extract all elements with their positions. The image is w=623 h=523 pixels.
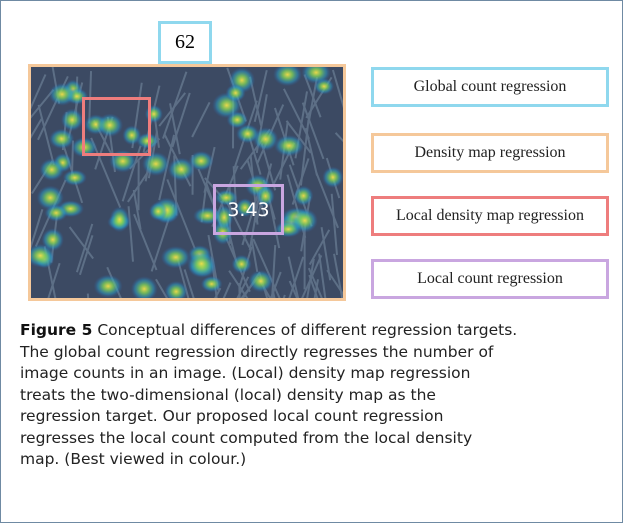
- leaf: [287, 256, 300, 301]
- leaf: [250, 237, 259, 273]
- density-blob: [273, 64, 302, 87]
- leaf: [260, 143, 277, 191]
- caption-line: regresses the local count computed from …: [20, 428, 473, 447]
- leaf: [308, 274, 320, 301]
- leaf: [301, 102, 325, 160]
- leaf: [78, 235, 94, 276]
- leaf: [307, 267, 325, 301]
- leaf: [221, 282, 232, 301]
- legend-global: Global count regression: [371, 67, 609, 107]
- leaf: [155, 278, 170, 301]
- leaf: [166, 179, 196, 249]
- leaf: [285, 120, 312, 154]
- leaf: [28, 74, 47, 117]
- density-blob: [39, 158, 65, 181]
- legend-density: Density map regression: [371, 133, 609, 173]
- caption-line: map. (Best viewed in colour.): [20, 450, 247, 468]
- leaf: [158, 92, 187, 127]
- caption: Figure 5 Conceptual differences of diffe…: [20, 320, 517, 471]
- leaf: [331, 69, 346, 119]
- leaf: [326, 269, 346, 301]
- density-blob: [109, 206, 130, 233]
- density-blob: [49, 128, 75, 149]
- legend-local-density: Local density map regression: [371, 196, 609, 236]
- caption-line: regression target. Our proposed local co…: [20, 407, 444, 425]
- density-blob: [48, 82, 76, 106]
- density-blob: [293, 185, 314, 206]
- leaf: [308, 229, 331, 266]
- density-blob: [164, 280, 188, 301]
- density-blob: [188, 150, 214, 171]
- density-blob: [93, 274, 123, 298]
- leaf: [75, 223, 94, 273]
- leaf: [169, 103, 181, 155]
- legend-local-count: Local count regression: [371, 259, 609, 299]
- local-count-box: 3.43: [213, 184, 284, 235]
- leaf: [37, 104, 55, 166]
- density-blob: [291, 208, 318, 233]
- density-blob: [248, 270, 274, 293]
- density-blob: [130, 276, 158, 301]
- leaf: [133, 213, 158, 271]
- density-blob: [274, 134, 305, 157]
- caption-label: Figure 5: [20, 321, 93, 339]
- density-blob: [62, 169, 87, 186]
- global-count-box: 62: [158, 21, 212, 64]
- leaf: [28, 118, 43, 144]
- leaf: [334, 132, 346, 146]
- density-blob: [142, 151, 170, 177]
- caption-line: Conceptual differences of different regr…: [97, 321, 518, 339]
- density-blob: [186, 251, 216, 277]
- density-blob: [214, 189, 238, 206]
- density-blob: [322, 166, 344, 188]
- density-map-box: [28, 64, 346, 301]
- density-blob: [301, 64, 331, 84]
- leaf: [305, 258, 315, 301]
- leaf: [268, 271, 282, 301]
- density-blob: [160, 246, 191, 269]
- leaf: [127, 206, 134, 262]
- density-image: [28, 64, 346, 301]
- density-blob: [167, 157, 195, 182]
- leaf: [238, 283, 241, 301]
- leaf: [318, 253, 327, 301]
- local-count: 3.43: [227, 198, 270, 221]
- density-blob: [231, 254, 252, 274]
- leaf: [288, 280, 300, 301]
- leaf: [132, 189, 142, 230]
- leaf: [68, 226, 94, 260]
- density-blob: [36, 185, 64, 210]
- density-blob: [235, 198, 254, 218]
- leaf: [333, 253, 344, 301]
- density-blob: [225, 84, 246, 102]
- density-blob: [148, 201, 168, 221]
- density-blob: [136, 132, 159, 150]
- density-blob: [256, 185, 275, 207]
- leaf: [191, 101, 211, 138]
- local-density-box: [82, 97, 151, 156]
- leaf: [330, 193, 338, 256]
- caption-line: treats the two-dimensional (local) densi…: [20, 385, 436, 404]
- density-blob: [96, 113, 124, 137]
- density-blob: [44, 204, 68, 222]
- leaf: [241, 193, 260, 246]
- density-blob: [41, 228, 64, 252]
- density-blob: [214, 204, 234, 231]
- leaf: [303, 74, 322, 118]
- leaf: [171, 92, 191, 148]
- leaf: [252, 238, 282, 301]
- leaf: [212, 287, 222, 301]
- caption-line: The global count regression directly reg…: [20, 342, 494, 361]
- leaf: [282, 88, 310, 140]
- leaf: [232, 166, 238, 212]
- global-count: 62: [175, 31, 195, 53]
- caption-line: image counts in an image. (Local) densit…: [20, 364, 471, 382]
- leaf: [253, 69, 268, 123]
- density-blob: [60, 108, 84, 132]
- density-blob: [236, 124, 260, 144]
- density-blob: [200, 275, 223, 293]
